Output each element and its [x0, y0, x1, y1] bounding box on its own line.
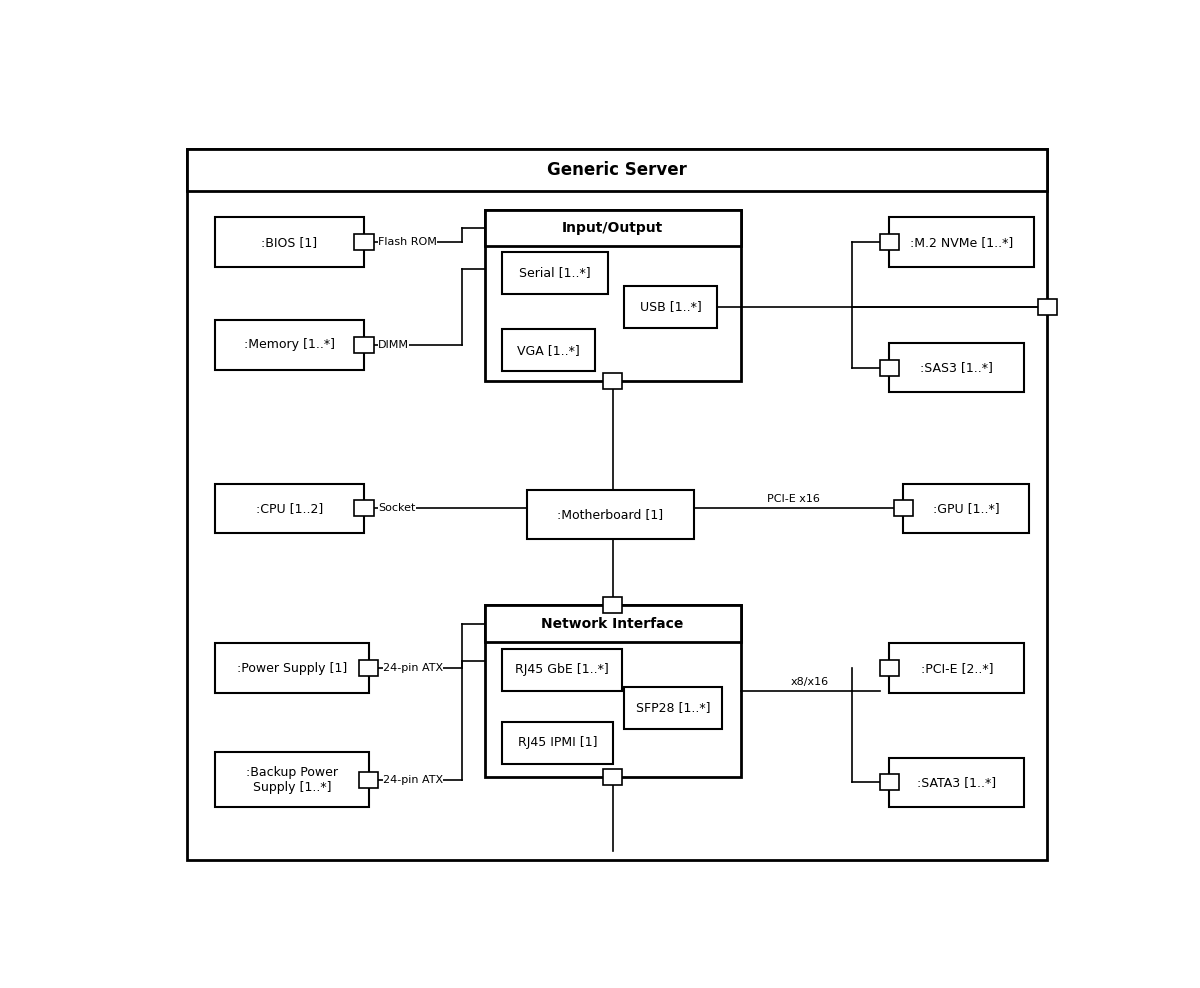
- Text: x8/x16: x8/x16: [791, 677, 829, 687]
- Text: VGA [1..*]: VGA [1..*]: [517, 344, 580, 357]
- Bar: [880, 360, 899, 375]
- Bar: [502, 722, 613, 764]
- Bar: [215, 643, 368, 693]
- Bar: [602, 769, 623, 784]
- Bar: [527, 490, 694, 539]
- Text: PCI-E x16: PCI-E x16: [767, 494, 821, 504]
- Text: :M.2 NVMe [1..*]: :M.2 NVMe [1..*]: [910, 236, 1013, 249]
- Bar: [602, 373, 623, 389]
- Bar: [880, 775, 899, 790]
- Text: :PCI-E [2..*]: :PCI-E [2..*]: [920, 662, 994, 675]
- Bar: [485, 209, 740, 381]
- Bar: [904, 484, 1028, 534]
- Text: DIMM: DIMM: [378, 340, 409, 350]
- Text: Network Interface: Network Interface: [541, 617, 684, 630]
- Bar: [889, 217, 1033, 267]
- Text: :Power Supply [1]: :Power Supply [1]: [236, 662, 347, 675]
- Text: Input/Output: Input/Output: [562, 221, 664, 235]
- Text: :CPU [1..2]: :CPU [1..2]: [256, 502, 323, 515]
- Bar: [215, 320, 364, 370]
- Bar: [602, 598, 623, 614]
- Text: RJ45 IPMI [1]: RJ45 IPMI [1]: [517, 736, 598, 749]
- Bar: [359, 660, 378, 676]
- Text: Socket: Socket: [378, 504, 415, 514]
- Bar: [502, 252, 608, 293]
- Bar: [485, 606, 740, 642]
- Bar: [624, 286, 718, 328]
- Bar: [889, 643, 1025, 693]
- Bar: [880, 234, 899, 250]
- Bar: [502, 649, 623, 691]
- Bar: [894, 501, 913, 517]
- Text: :BIOS [1]: :BIOS [1]: [262, 236, 318, 249]
- Text: :Backup Power
Supply [1..*]: :Backup Power Supply [1..*]: [246, 766, 338, 793]
- Bar: [354, 501, 373, 517]
- Text: :GPU [1..*]: :GPU [1..*]: [932, 502, 1000, 515]
- Bar: [880, 660, 899, 676]
- Bar: [354, 337, 373, 353]
- Bar: [889, 343, 1025, 392]
- Text: :SAS3 [1..*]: :SAS3 [1..*]: [920, 362, 994, 374]
- Text: RJ45 GbE [1..*]: RJ45 GbE [1..*]: [515, 663, 608, 676]
- Text: :SATA3 [1..*]: :SATA3 [1..*]: [917, 776, 996, 788]
- Bar: [359, 772, 378, 787]
- Bar: [485, 606, 740, 777]
- Bar: [624, 687, 722, 729]
- Text: SFP28 [1..*]: SFP28 [1..*]: [636, 701, 710, 714]
- Bar: [1038, 298, 1057, 315]
- Bar: [889, 758, 1025, 807]
- Bar: [187, 149, 1048, 191]
- Bar: [485, 209, 740, 246]
- Text: Serial [1..*]: Serial [1..*]: [520, 266, 590, 280]
- Text: Generic Server: Generic Server: [547, 161, 688, 179]
- Text: 24-pin ATX: 24-pin ATX: [383, 663, 443, 673]
- Bar: [354, 234, 373, 250]
- Bar: [215, 217, 364, 267]
- Text: :Memory [1..*]: :Memory [1..*]: [244, 338, 335, 352]
- Bar: [502, 329, 594, 371]
- Bar: [215, 752, 368, 807]
- Text: Flash ROM: Flash ROM: [378, 237, 437, 247]
- Bar: [215, 484, 364, 534]
- Text: :Motherboard [1]: :Motherboard [1]: [557, 508, 664, 521]
- Text: 24-pin ATX: 24-pin ATX: [383, 775, 443, 784]
- Text: USB [1..*]: USB [1..*]: [640, 300, 702, 313]
